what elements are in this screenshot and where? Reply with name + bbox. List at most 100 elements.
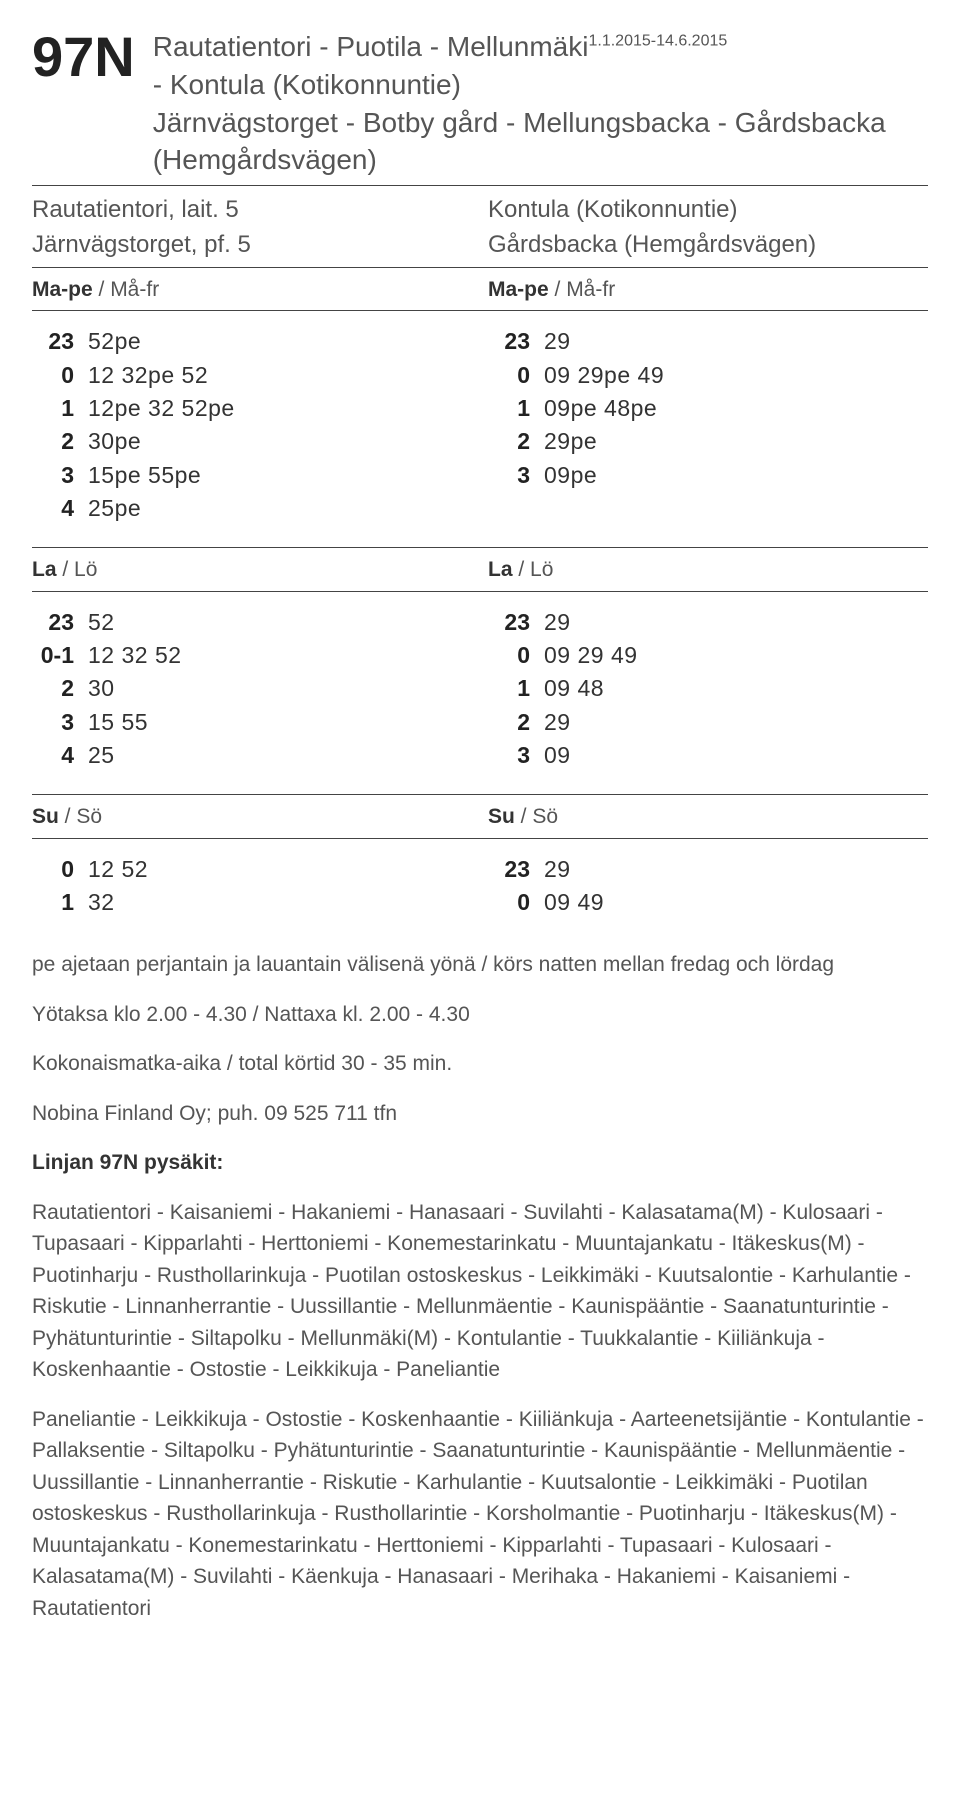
schedule-hour: 23 <box>32 325 88 358</box>
divider <box>32 794 928 795</box>
day-label-su-r: / Sö <box>515 805 558 828</box>
la-label-row: La / Lö La / Lö <box>32 554 928 584</box>
divider <box>32 838 928 839</box>
schedule-row: 229 <box>488 706 928 739</box>
day-label-la-b: La <box>32 558 57 581</box>
schedule-hour: 3 <box>488 459 544 492</box>
day-label-la-r: / Lö <box>513 558 554 581</box>
schedule-row: 2329 <box>488 325 928 358</box>
schedule-row: 132 <box>32 886 472 919</box>
schedule-hour: 1 <box>32 886 88 919</box>
schedule-row: 230 <box>32 672 472 705</box>
schedule-row: 009 49 <box>488 886 928 919</box>
schedule-hour: 0 <box>488 359 544 392</box>
schedule-hour: 3 <box>32 459 88 492</box>
schedule-row: 112pe 32 52pe <box>32 392 472 425</box>
origin-stop-2: Järnvägstorget, pf. 5 <box>32 229 472 261</box>
schedule-hour: 23 <box>488 853 544 886</box>
schedule-row: 309 <box>488 739 928 772</box>
title-line-1: Rautatientori - Puotila - Mellunmäki <box>153 31 589 62</box>
day-label-mape-b-r: Ma-pe <box>488 278 549 301</box>
schedule-minutes: 15pe 55pe <box>88 459 201 492</box>
schedule-minutes: 52 <box>88 606 115 639</box>
stops-return: Paneliantie - Leikkikuja - Ostostie - Ko… <box>32 1404 928 1625</box>
note-pe: pe ajetaan perjantain ja lauantain välis… <box>32 949 928 981</box>
schedule-minutes: 52pe <box>88 325 141 358</box>
stops-header-row: Rautatientori, lait. 5 Järnvägstorget, p… <box>32 192 928 261</box>
schedule-minutes: 09 49 <box>544 886 604 919</box>
day-label-su: / Sö <box>59 805 102 828</box>
schedule-minutes: 12 52 <box>88 853 148 886</box>
schedule-row: 0-112 32 52 <box>32 639 472 672</box>
schedule-row: 229pe <box>488 425 928 458</box>
schedule-hour: 23 <box>488 325 544 358</box>
schedule-minutes: 09 48 <box>544 672 604 705</box>
la-left-block: 23520-112 32 52230315 55425 <box>32 606 480 773</box>
su-label-row: Su / Sö Su / Sö <box>32 801 928 831</box>
la-right-block: 2329009 29 49109 48229309 <box>480 606 928 773</box>
day-label-la-b-r: La <box>488 558 513 581</box>
su-left-block: 012 52132 <box>32 853 480 920</box>
schedule-row: 109pe 48pe <box>488 392 928 425</box>
schedule-minutes: 29 <box>544 706 571 739</box>
header: 97N Rautatientori - Puotila - Mellunmäki… <box>32 28 928 179</box>
schedule-hour: 4 <box>32 739 88 772</box>
origin-stop-1: Rautatientori, lait. 5 <box>32 194 472 226</box>
schedule-hour: 1 <box>32 392 88 425</box>
schedule-minutes: 25pe <box>88 492 141 525</box>
schedule-minutes: 12 32pe 52 <box>88 359 208 392</box>
schedule-hour: 2 <box>32 672 88 705</box>
schedule-row: 012 32pe 52 <box>32 359 472 392</box>
la-schedule: 23520-112 32 52230315 55425 2329009 29 4… <box>32 598 928 789</box>
note-duration: Kokonaismatka-aika / total körtid 30 - 3… <box>32 1048 928 1080</box>
schedule-hour: 2 <box>488 706 544 739</box>
schedule-minutes: 15 55 <box>88 706 148 739</box>
mape-right-block: 2329009 29pe 49109pe 48pe229pe309pe <box>480 325 928 525</box>
day-label-su-b: Su <box>32 805 59 828</box>
schedule-hour: 1 <box>488 392 544 425</box>
schedule-row: 009 29 49 <box>488 639 928 672</box>
dest-stop-2: Gårdsbacka (Hemgårdsvägen) <box>488 229 928 261</box>
stops-forward: Rautatientori - Kaisaniemi - Hakaniemi -… <box>32 1197 928 1386</box>
day-label-mape-r: / Må-fr <box>549 278 616 301</box>
day-label-mape: / Må-fr <box>93 278 160 301</box>
schedule-hour: 3 <box>32 706 88 739</box>
schedule-row: 2352 <box>32 606 472 639</box>
schedule-hour: 2 <box>488 425 544 458</box>
mape-schedule: 2352pe012 32pe 52112pe 32 52pe230pe315pe… <box>32 317 928 541</box>
schedule-row: 315 55 <box>32 706 472 739</box>
schedule-minutes: 29pe <box>544 425 597 458</box>
schedule-row: 2329 <box>488 606 928 639</box>
schedule-row: 2352pe <box>32 325 472 358</box>
note-fare: Yötaksa klo 2.00 - 4.30 / Nattaxa kl. 2.… <box>32 999 928 1031</box>
day-label-su-b-r: Su <box>488 805 515 828</box>
schedule-minutes: 29 <box>544 325 571 358</box>
schedule-hour: 0 <box>488 886 544 919</box>
schedule-row: 230pe <box>32 425 472 458</box>
schedule-minutes: 09pe 48pe <box>544 392 657 425</box>
schedule-hour: 1 <box>488 672 544 705</box>
stops-heading: Linjan 97N pysäkit: <box>32 1147 928 1179</box>
schedule-minutes: 09pe <box>544 459 597 492</box>
title-line-2: - Kontula (Kotikonnuntie) <box>153 69 461 100</box>
day-label-mape-b: Ma-pe <box>32 278 93 301</box>
schedule-minutes: 09 29 49 <box>544 639 638 672</box>
schedule-hour: 23 <box>32 606 88 639</box>
schedule-minutes: 12 32 52 <box>88 639 182 672</box>
su-schedule: 012 52132 2329009 49 <box>32 845 928 936</box>
schedule-minutes: 30 <box>88 672 115 705</box>
mape-label-row: Ma-pe / Må-fr Ma-pe / Må-fr <box>32 274 928 304</box>
divider <box>32 267 928 268</box>
su-right-block: 2329009 49 <box>480 853 928 920</box>
schedule-row: 425pe <box>32 492 472 525</box>
schedule-row: 009 29pe 49 <box>488 359 928 392</box>
notes-section: pe ajetaan perjantain ja lauantain välis… <box>32 949 928 1624</box>
schedule-minutes: 12pe 32 52pe <box>88 392 235 425</box>
schedule-minutes: 25 <box>88 739 115 772</box>
schedule-hour: 0 <box>32 853 88 886</box>
schedule-hour: 3 <box>488 739 544 772</box>
schedule-row: 2329 <box>488 853 928 886</box>
divider <box>32 310 928 311</box>
schedule-row: 109 48 <box>488 672 928 705</box>
schedule-minutes: 09 29pe 49 <box>544 359 664 392</box>
